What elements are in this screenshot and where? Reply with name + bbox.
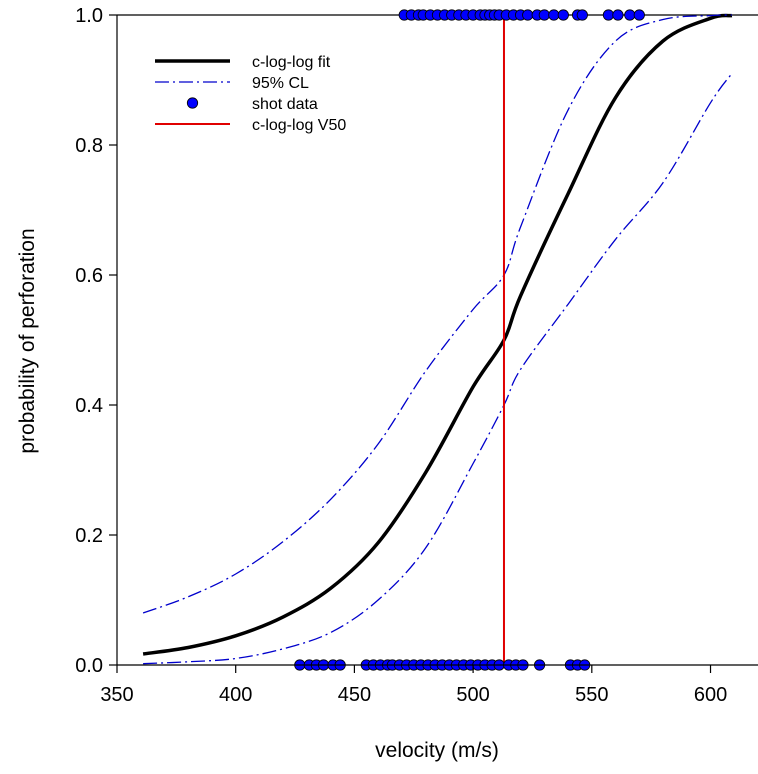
legend-label: 95% CL	[252, 75, 309, 92]
x-axis-title: velocity (m/s)	[375, 739, 499, 762]
x-tick-label: 600	[694, 684, 727, 706]
shot-point-perforation	[576, 9, 588, 21]
legend-swatch	[186, 97, 199, 109]
legend-label: shot data	[252, 96, 318, 113]
legend-label: c-log-log V50	[252, 117, 346, 134]
fit-line	[142, 13, 733, 656]
shot-point-perforation	[633, 9, 645, 21]
shot-point-perforation	[612, 9, 624, 21]
x-tick-label: 550	[575, 684, 608, 706]
x-tick-label: 350	[100, 684, 133, 706]
y-axis: 0.0 0.2 0.4 0.6 0.8 1.0	[75, 5, 118, 677]
shot-point-perforation	[538, 9, 550, 21]
shot-point-perforation	[557, 9, 569, 21]
legend: c-log-log fit 95% CL shot data c-log-log V5…	[155, 54, 346, 134]
x-axis: 350 400 450 500 550 600	[100, 664, 758, 706]
y-tick-label: 0.4	[75, 395, 103, 417]
x-tick-label: 400	[219, 684, 252, 706]
y-tick-label: 0.0	[75, 655, 103, 677]
y-tick-label: 0.6	[75, 265, 103, 287]
shot-point-perforation	[548, 9, 560, 21]
y-tick-label: 1.0	[75, 5, 103, 27]
y-tick-label: 0.2	[75, 525, 103, 547]
x-tick-label: 450	[338, 684, 371, 706]
y-tick-label: 0.8	[75, 135, 103, 157]
ci-upper-line	[142, 14, 732, 614]
shot-data	[294, 9, 645, 671]
shot-point-perforation	[602, 9, 615, 21]
legend-label: c-log-log fit	[252, 54, 331, 71]
shot-point-perforation	[522, 9, 534, 21]
plot-area	[117, 9, 758, 671]
curves	[142, 13, 733, 665]
shot-point-perforation	[624, 9, 636, 21]
ci-lower-line	[143, 73, 733, 665]
x-tick-label: 500	[456, 684, 489, 706]
y-axis-title: probability of perforation	[16, 228, 39, 453]
